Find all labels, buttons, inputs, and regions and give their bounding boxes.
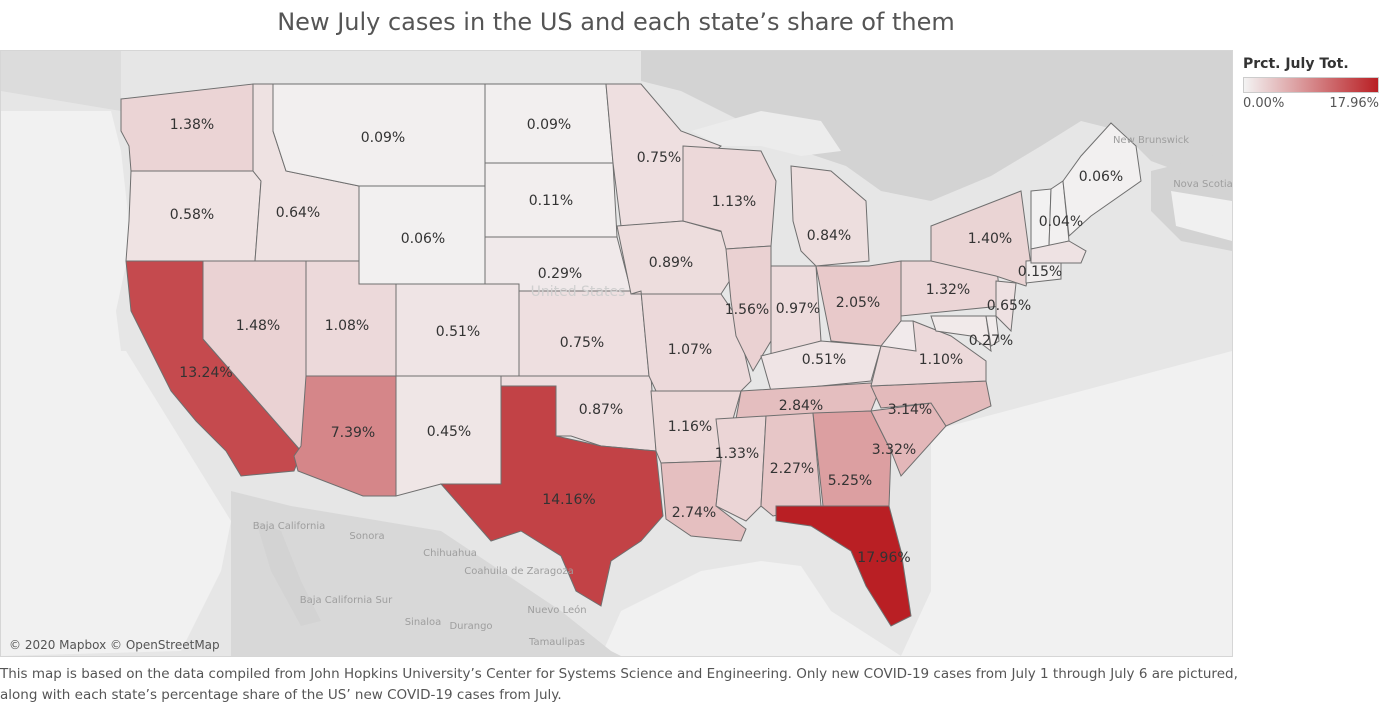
state-ma[interactable] [1030,240,1087,264]
state-label-il: 1.56% [725,302,769,318]
state-tx[interactable] [439,385,664,607]
state-label-va: 1.10% [919,352,963,368]
legend-scale: 0.00% 17.96% [1243,96,1379,111]
state-md[interactable] [930,315,992,353]
state-label-oh: 2.05% [836,295,880,311]
state-wv[interactable] [880,320,917,352]
geo-label-durango: Durango [449,621,492,632]
state-label-ks: 0.75% [560,335,604,351]
geo-label-sonora: Sonora [349,531,384,542]
chart-title: New July cases in the US and each state’… [277,8,955,36]
state-label-la: 2.74% [672,505,716,521]
geo-label-united-states: United States [531,284,626,300]
state-tn[interactable] [735,382,882,420]
state-ky[interactable] [760,340,882,392]
state-ne[interactable] [484,236,632,292]
state-label-sc: 3.32% [872,442,916,458]
state-label-me: 0.06% [1079,169,1123,185]
state-label-co: 0.51% [436,324,480,340]
state-label-ky: 0.51% [802,352,846,368]
state-label-in: 0.97% [776,301,820,317]
geo-label-baja-california-sur: Baja California Sur [300,595,393,606]
state-label-ct: 0.15% [1018,264,1062,280]
state-label-ca: 13.24% [179,365,232,381]
state-label-mt: 0.09% [361,130,405,146]
legend-title: Prct. July Tot. [1243,56,1349,72]
state-label-az: 7.39% [331,425,375,441]
state-label-ar: 1.16% [668,419,712,435]
legend-max-label: 17.96% [1329,96,1379,111]
state-label-mo: 1.07% [668,342,712,358]
state-label-nd: 0.09% [527,117,571,133]
geo-label-new-brunswick: New Brunswick [1113,135,1189,146]
state-ks[interactable] [518,290,650,377]
state-me[interactable] [1062,122,1142,238]
state-label-sd: 0.11% [529,193,573,209]
state-il[interactable] [725,245,772,373]
state-label-wi: 1.13% [712,194,756,210]
state-label-mi: 0.84% [807,228,851,244]
state-label-wy: 0.06% [401,231,445,247]
map-attribution[interactable]: © 2020 Mapbox © OpenStreetMap [9,638,220,652]
state-label-ut: 1.08% [325,318,369,334]
state-label-nc: 3.14% [888,402,932,418]
state-label-ok: 0.87% [579,402,623,418]
state-label-tx: 14.16% [542,492,595,508]
state-label-ga: 5.25% [828,473,872,489]
state-ny[interactable] [930,190,1032,287]
geo-label-chihuahua: Chihuahua [423,548,477,559]
geo-label-nova-scotia: Nova Scotia [1173,179,1232,190]
state-label-ny: 1.40% [968,231,1012,247]
geo-label-sinaloa: Sinaloa [405,617,442,628]
state-de[interactable] [985,315,1000,347]
map-canvas: 1.38% 0.58% 13.24% 1.48% 0.64% 0.09% 0.06% 1.08… [1,51,1232,656]
states-layer [120,83,1142,627]
labels-layer: 1.38% 0.58% 13.24% 1.48% 0.64% 0.09% 0.06% 1.08… [170,117,1123,566]
state-label-ia: 0.89% [649,255,693,271]
state-label-nv: 1.48% [236,318,280,334]
footnote: This map is based on the data compiled f… [0,666,1238,703]
state-ga[interactable] [812,410,892,507]
state-ms[interactable] [715,415,767,522]
state-nj[interactable] [995,280,1017,333]
state-mi[interactable] [790,165,870,267]
geo-label-baja-california: Baja California [253,521,326,532]
legend-gradient-bar [1243,77,1379,93]
state-label-fl: 17.96% [857,550,910,566]
geo-label-tamaulipas: Tamaulipas [528,637,585,648]
state-label-tn: 2.84% [779,398,823,414]
state-label-mn: 0.75% [637,150,681,166]
map[interactable]: 1.38% 0.58% 13.24% 1.48% 0.64% 0.09% 0.06% 1.08… [0,50,1233,657]
state-fl[interactable] [775,505,912,627]
state-label-al: 2.27% [770,461,814,477]
state-label-id: 0.64% [276,205,320,221]
state-label-ms: 1.33% [715,446,759,462]
geo-label-coahuila: Coahuila de Zaragoza [464,566,574,577]
state-label-nj: 0.65% [987,298,1031,314]
legend-min-label: 0.00% [1243,96,1285,111]
geo-labels: United States Baja California Sonora Chi… [253,135,1232,648]
geo-label-nuevo-leon: Nuevo León [527,604,586,616]
state-label-ne: 0.29% [538,266,582,282]
state-label-vt: 0.04% [1039,214,1083,230]
color-legend: Prct. July Tot. 0.00% 17.96% [1243,56,1379,111]
state-label-or: 0.58% [170,207,214,223]
state-label-pa: 1.32% [926,282,970,298]
state-label-md: 0.27% [969,333,1013,349]
state-label-wa: 1.38% [170,117,214,133]
state-label-nm: 0.45% [427,424,471,440]
